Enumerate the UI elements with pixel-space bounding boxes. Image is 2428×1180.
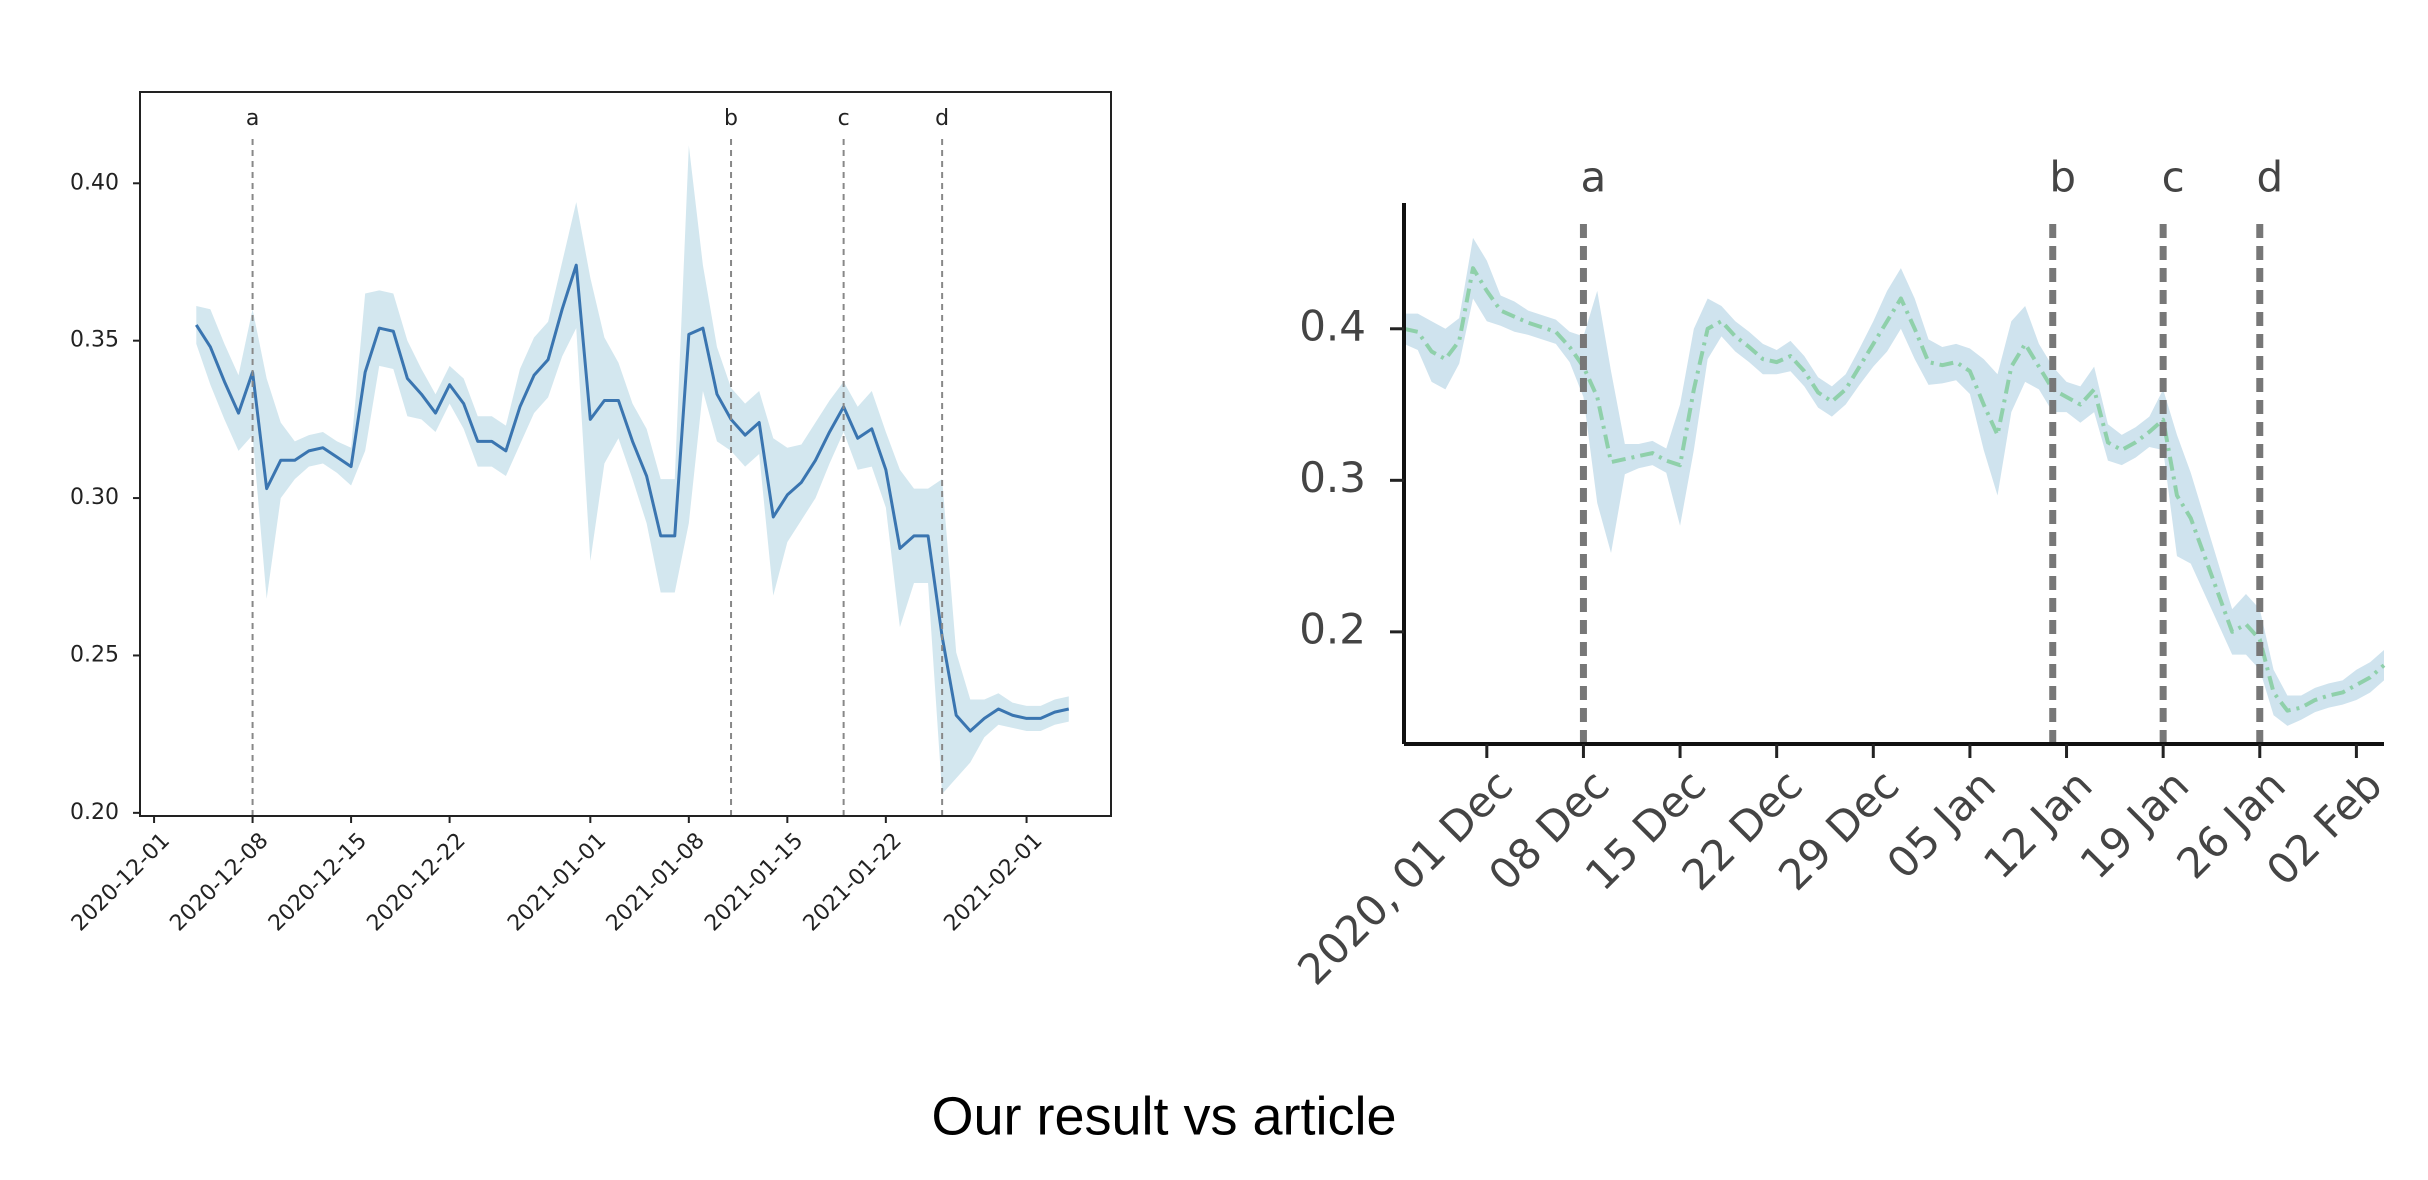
plot-frame bbox=[139, 91, 1112, 817]
x-tick-label: 2020, 01 Dec bbox=[1288, 760, 1522, 994]
x-tick-label: 2021-01-15 bbox=[700, 828, 808, 936]
our-result-chart: a b c d0.200.250.300.350.402020-12-012020-1… bbox=[67, 91, 1112, 936]
event-label: c bbox=[2162, 153, 2185, 202]
x-tick-label: 19 Jan bbox=[2071, 760, 2199, 888]
event-label: d bbox=[2256, 153, 2283, 202]
y-tick-label: 0.30 bbox=[70, 485, 119, 510]
y-tick-label: 0.35 bbox=[70, 328, 119, 353]
x-tick-label: 2021-01-01 bbox=[503, 828, 611, 936]
confidence-band bbox=[196, 145, 1069, 794]
data-line bbox=[1403, 266, 2386, 713]
y-tick-label: 0.40 bbox=[70, 170, 119, 195]
data-line bbox=[195, 263, 1070, 733]
caption: Our result vs article bbox=[931, 1086, 1396, 1146]
event-label: b bbox=[2049, 153, 2076, 202]
y-tick-label: 0.4 bbox=[1299, 301, 1366, 350]
event-label: a bbox=[246, 106, 259, 131]
event-label: a bbox=[1581, 153, 1607, 202]
y-tick-label: 0.2 bbox=[1299, 604, 1366, 653]
event-label: b bbox=[724, 106, 738, 131]
x-tick-label: 2021-02-01 bbox=[939, 828, 1047, 936]
y-tick-label: 0.25 bbox=[70, 642, 119, 667]
x-tick-label: 12 Jan bbox=[1974, 760, 2102, 888]
x-tick-label: 2021-01-22 bbox=[799, 828, 907, 936]
x-tick-label: 2020-12-01 bbox=[67, 828, 175, 936]
event-label: c bbox=[838, 106, 850, 131]
x-tick-label: 2021-01-08 bbox=[602, 828, 710, 936]
x-tick-label: 05 Jan bbox=[1877, 760, 2005, 888]
y-tick-label: 0.20 bbox=[70, 800, 119, 825]
confidence-band bbox=[1404, 237, 2384, 726]
x-tick-label: 2020-12-15 bbox=[264, 828, 372, 936]
event-label: d bbox=[935, 106, 949, 131]
y-tick-label: 0.3 bbox=[1299, 453, 1366, 502]
x-tick-label: 2020-12-08 bbox=[165, 828, 273, 936]
x-tick-label: 2020-12-22 bbox=[362, 828, 470, 936]
